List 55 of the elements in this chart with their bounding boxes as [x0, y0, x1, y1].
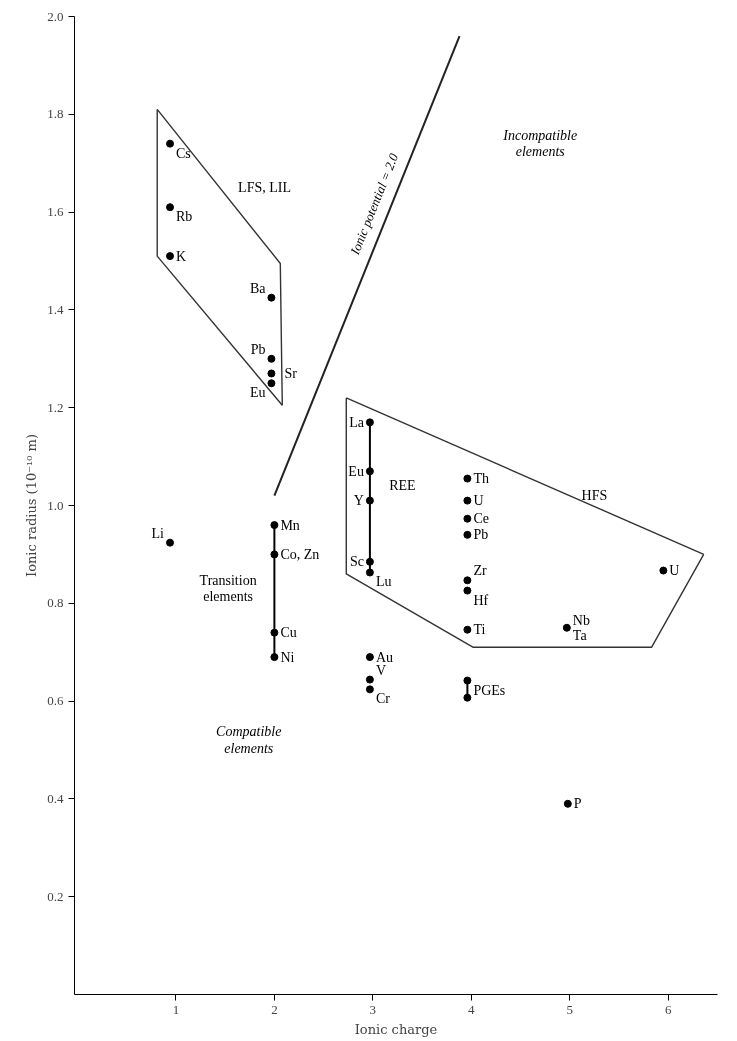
annotation: HFS — [581, 488, 608, 504]
data-label: Hf — [473, 592, 489, 608]
annotation: Compatible elements — [216, 724, 282, 756]
data-label: Cs — [176, 145, 191, 161]
data-label: PGEs — [473, 682, 506, 698]
data-label: Pb — [473, 527, 489, 543]
data-label: La — [349, 414, 365, 430]
data-label: Nb Ta — [572, 612, 590, 643]
data-label: Rb — [176, 209, 193, 225]
data-label: K — [176, 248, 187, 264]
data-label: Sr — [284, 365, 298, 381]
data-label: Lu — [375, 574, 392, 590]
data-label: Co, Zn — [280, 546, 320, 562]
x-tick-label: 5 — [566, 1001, 574, 1017]
annotation: Transition elements — [199, 572, 257, 605]
data-label: Eu — [348, 463, 364, 479]
y-tick-label: 1.0 — [47, 497, 64, 513]
data-label: Eu — [249, 385, 266, 401]
y-tick-label: 0.8 — [47, 595, 64, 611]
data-label: Ba — [249, 280, 267, 296]
y-tick-label: 1.8 — [47, 106, 64, 122]
data-label: Pb — [250, 341, 266, 357]
annotation: REE — [389, 478, 416, 494]
x-tick-label: 4 — [468, 1001, 476, 1017]
data-label: V — [375, 662, 387, 678]
data-label: Ni — [280, 649, 295, 665]
data-label: Au — [375, 649, 394, 665]
annotation: Incompatible elements — [502, 127, 578, 160]
x-tick-label: 1 — [172, 1001, 180, 1017]
y-tick-label: 1.4 — [47, 301, 64, 317]
data-label: Cu — [280, 625, 297, 641]
x-axis-title: Ionic charge — [354, 1021, 438, 1037]
data-label: Y — [353, 493, 364, 509]
y-tick-label: 1.2 — [47, 399, 64, 415]
x-tick-label: 3 — [369, 1001, 377, 1017]
x-tick-label: 6 — [665, 1001, 673, 1017]
data-label: Li — [151, 525, 165, 541]
data-label: Sc — [349, 554, 364, 570]
y-tick-label: 0.2 — [47, 888, 64, 904]
y-tick-label: 0.4 — [47, 790, 64, 806]
data-label: Cr — [375, 691, 391, 707]
x-tick-label: 2 — [271, 1001, 278, 1017]
data-label: U — [473, 493, 484, 509]
y-tick-label: 0.6 — [47, 693, 64, 709]
annotation: LFS, LIL — [238, 180, 291, 196]
y-tick-label: 1.6 — [47, 204, 64, 220]
y-axis-title: Ionic radius (10⁻¹⁰ m) — [24, 434, 40, 577]
y-tick-label: 2.0 — [47, 8, 64, 24]
data-label: U — [669, 563, 680, 579]
data-label: Ti — [473, 622, 486, 638]
data-label: Ce — [473, 511, 489, 527]
data-label: P — [573, 796, 582, 812]
data-label: Mn — [280, 517, 300, 533]
data-label: Zr — [473, 563, 487, 579]
data-label: Th — [473, 471, 489, 487]
